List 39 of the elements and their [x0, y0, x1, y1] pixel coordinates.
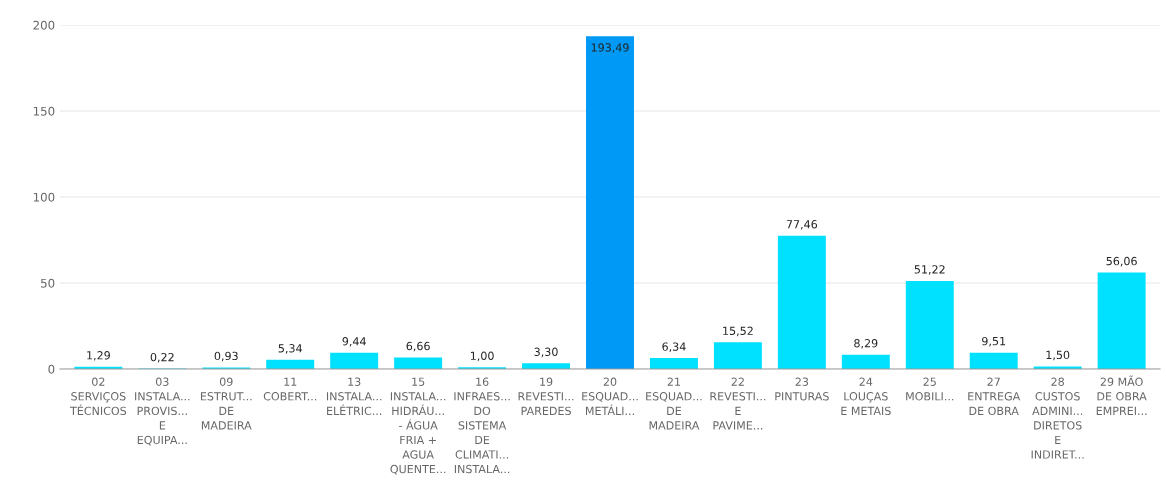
data-label: 1,29 [87, 351, 110, 361]
data-label: 77,46 [786, 220, 818, 230]
x-tick-label: 24 LOUÇAS E METAIS [841, 377, 891, 416]
data-label: 15,52 [723, 326, 753, 337]
x-tick-label: 02 SERVIÇOS TÉCNICOS [69, 377, 127, 416]
x-tick-label: 15 INSTALA... HIDRÁU... - ÁGUA FRIA + AGUA QUENTE... [390, 377, 446, 475]
x-tick-label: 16 INFRAES... DO SISTEMA DE CLIMATI... INSTALA... [454, 377, 510, 474]
x-tick-label: 29 MÃO DE OBRA EMPREI... [1096, 375, 1147, 415]
x-tick-label: 27 ENTREGA DE OBRA [968, 377, 1021, 416]
data-label: 1,50 [1046, 350, 1070, 361]
data-label: 9,51 [982, 336, 1006, 347]
data-label: 3,30 [534, 347, 558, 358]
x-tick-label: 20 ESQUAD... METÁLI... [582, 377, 638, 415]
data-label: 9,44 [342, 337, 366, 347]
x-tick-label: 28 CUSTOS ADMINI... DIRETOS E INDIRET... [1031, 377, 1084, 459]
y-tick-label: 150 [33, 106, 55, 116]
data-label: 51,22 [914, 265, 945, 275]
data-label: 193,49 [591, 43, 629, 53]
y-tick-label: 0 [48, 364, 55, 374]
x-tick-label: 21 ESQUAD... DE MADEIRA [646, 377, 702, 430]
data-label: 6,66 [406, 341, 430, 352]
y-tick-label: 50 [41, 278, 55, 288]
data-label: 56,06 [1106, 256, 1137, 267]
data-label: 5,34 [278, 344, 302, 354]
data-label: 1,00 [470, 351, 494, 362]
y-tick-label: 100 [33, 192, 55, 202]
x-tick-label: 11 COBERT... [263, 377, 317, 401]
x-tick-label: 09 ESTRUT... DE MADEIRA [200, 377, 252, 430]
x-tick-label: 19 REVESTI... PAREDES [518, 377, 574, 416]
x-tick-label: 25 MOBILI... [906, 377, 954, 401]
data-label: 0,22 [150, 352, 174, 363]
data-label: 6,34 [662, 342, 686, 352]
x-tick-label: 23 PINTURAS [775, 377, 829, 401]
x-tick-label: 13 INSTALA... ELÉTRIC... [326, 377, 382, 416]
y-tick-label: 200 [33, 20, 55, 30]
x-tick-label: 22 REVESTI... E PAVIME... [710, 377, 766, 430]
x-tick-label: 03 INSTALA... PROVIS... E EQUIPA... [135, 377, 190, 446]
data-label: 0,93 [214, 351, 238, 362]
data-label: 8,29 [854, 339, 878, 349]
